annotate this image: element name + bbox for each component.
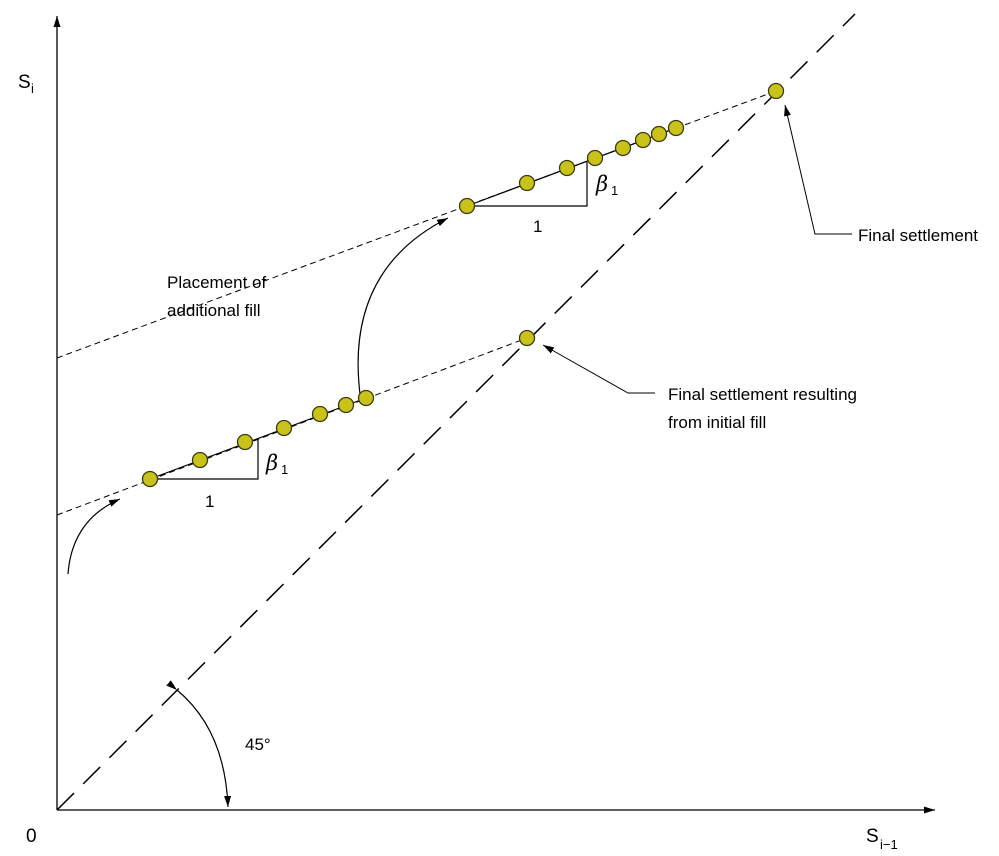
final-settlement-leader: [784, 104, 852, 235]
angle-arc-arrow: [166, 680, 232, 808]
x-axis-label: S: [866, 826, 879, 847]
settlement-point: [337, 396, 355, 414]
settlement-point: [191, 451, 209, 469]
settlement-point: [586, 149, 604, 167]
settlement-point: [558, 159, 576, 177]
settlement-point: [518, 174, 536, 192]
settlement-point: [141, 470, 159, 488]
settlement-point: [767, 82, 785, 100]
y-axis-subscript: i: [31, 81, 34, 96]
final-initial-leader: [542, 344, 655, 394]
x-axis-subscript: i−1: [880, 837, 898, 852]
final-initial-label-line2: from initial fill: [668, 413, 766, 432]
settlement-point: [614, 139, 632, 157]
settlement-point: [275, 419, 293, 437]
45-degree-line: [56, 13, 856, 811]
settlement-point: [634, 131, 652, 149]
settlement-point: [357, 389, 375, 407]
lower-run-label: 1: [205, 492, 214, 511]
origin-label: 0: [26, 826, 37, 847]
placement-label-line2: additional fill: [167, 301, 261, 320]
upper-extension-line: [56, 90, 777, 359]
settlement-point: [518, 329, 536, 347]
upper-slope-symbol: β: [595, 172, 608, 196]
lower-slope-subscript: 1: [281, 462, 288, 477]
final-settlement-label: Final settlement: [858, 226, 978, 245]
settlement-point: [311, 405, 329, 423]
angle-label: 45°: [245, 735, 271, 754]
settlement-point: [667, 119, 685, 137]
settlement-point: [236, 433, 254, 451]
y-axis-label: S: [18, 72, 31, 93]
upper-slope-triangle: [467, 162, 588, 207]
upper-slope-subscript: 1: [611, 183, 618, 198]
placement-label-line1: Placement of: [167, 273, 266, 292]
settlement-point: [650, 125, 668, 143]
additional-fill-arrow: [357, 217, 449, 395]
data-points: [141, 82, 785, 488]
lower-slope-triangle: [150, 438, 259, 480]
upper-run-label: 1: [533, 217, 542, 236]
settlement-point: [458, 197, 476, 215]
lower-slope-symbol: β: [265, 451, 278, 475]
final-initial-label-line1: Final settlement resulting: [668, 385, 857, 404]
initial-fill-arrow: [67, 498, 121, 575]
